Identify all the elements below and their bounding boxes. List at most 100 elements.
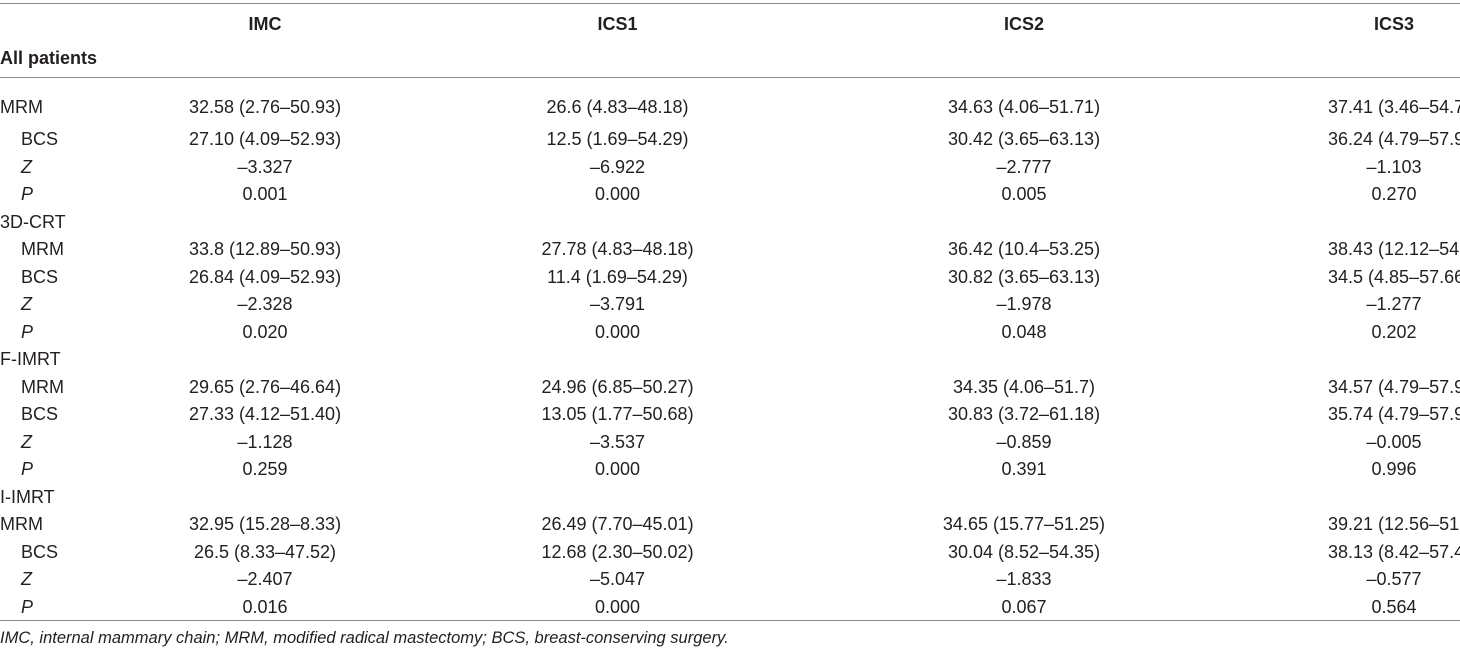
table-cell: 29.65 (2.76–46.64) xyxy=(188,376,342,397)
table-row: BCS 26.5 (8.33–47.52) 12.68 (2.30–50.02) 30… xyxy=(0,539,1460,567)
table-cell: 38.13 (8.42–57.46) xyxy=(1328,541,1460,562)
table-cell: 34.5 (4.85–57.66) xyxy=(1328,266,1460,287)
table-row: P 0.001 0.000 0.005 0.270 xyxy=(0,181,1460,209)
row-label: I-IMRT xyxy=(0,486,55,507)
table-cell: 0.016 xyxy=(242,596,288,617)
table-row: MRM 32.95 (15.28–8.33) 26.49 (7.70–45.01) 3… xyxy=(0,511,1460,539)
table-cell: 38.43 (12.12–54.7) xyxy=(1328,239,1460,260)
table-row: BCS 27.33 (4.12–51.40) 13.05 (1.77–50.68) 3… xyxy=(0,401,1460,429)
table-cell xyxy=(95,484,415,512)
row-label: MRM xyxy=(21,376,64,397)
row-label: BCS xyxy=(21,541,59,562)
header-corner xyxy=(0,0,95,48)
table-row: Z –2.407 –5.047 –1.833 –0.577 xyxy=(0,566,1460,594)
row-label: BCS xyxy=(21,404,59,425)
table-row: BCS 26.84 (4.09–52.93) 11.4 (1.69–54.29) 30… xyxy=(0,264,1460,292)
table-cell: 0.000 xyxy=(594,596,641,617)
table-row: Z –2.328 –3.791 –1.978 –1.277 xyxy=(0,291,1460,319)
row-label: Z xyxy=(21,569,32,590)
column-header-ics1: ICS1 xyxy=(597,13,638,34)
table-row: P 0.016 0.000 0.067 0.564 xyxy=(0,594,1460,622)
table-cell xyxy=(780,209,1118,237)
table-cell: 34.57 (4.79–57.91) xyxy=(1328,376,1460,397)
table-footnote: IMC, internal mammary chain; MRM, modifi… xyxy=(0,629,729,647)
table-cell: 13.05 (1.77–50.68) xyxy=(541,404,694,425)
table-row: BCS 27.10 (4.09–52.93) 12.5 (1.69–54.29) 30… xyxy=(0,126,1460,154)
row-label: MRM xyxy=(0,514,43,535)
row-label: MRM xyxy=(21,239,64,260)
top-rule xyxy=(0,3,1460,4)
table-cell: –0.577 xyxy=(1366,569,1422,590)
table-cell: 26.6 (4.83–48.18) xyxy=(546,97,689,117)
table-cell: 37.41 (3.46–54.7) xyxy=(1328,97,1460,117)
table-cell: 0.996 xyxy=(1371,459,1417,480)
row-label: Z xyxy=(21,156,32,177)
table-cell xyxy=(1118,484,1460,512)
table-cell: 0.020 xyxy=(242,321,288,342)
row-label: 3D-CRT xyxy=(0,211,66,232)
table-cell: 0.270 xyxy=(1371,184,1417,205)
table-cell: 0.000 xyxy=(594,321,641,342)
table-cell xyxy=(415,209,780,237)
table-row: MRM 33.8 (12.89–50.93) 27.78 (4.83–48.18) 3… xyxy=(0,236,1460,264)
table-cell: 30.82 (3.65–63.13) xyxy=(947,266,1101,287)
row-label: P xyxy=(21,596,34,617)
table-cell: 35.74 (4.79–57.91) xyxy=(1328,404,1460,425)
table-row: Z –3.327 –6.922 –2.777 –1.103 xyxy=(0,154,1460,182)
table-cell: 26.84 (4.09–52.93) xyxy=(188,266,342,287)
table-cell: –1.128 xyxy=(237,431,293,452)
group-label-all-patients: All patients xyxy=(0,48,98,68)
table-cell: 33.8 (12.89–50.93) xyxy=(188,239,342,260)
column-header-ics2: ICS2 xyxy=(1003,13,1045,34)
table-cell: 36.24 (4.79–57.91) xyxy=(1328,129,1460,150)
table-cell: –2.407 xyxy=(237,569,293,590)
table-body: MRM 32.58 (2.76–50.93) 26.6 (4.83–48.18) 34… xyxy=(0,78,1460,621)
table-cell: –5.047 xyxy=(589,569,646,590)
row-label: BCS xyxy=(21,129,59,150)
table-cell: 0.005 xyxy=(1001,184,1047,205)
data-table: IMC ICS1 ICS2 ICS3 All patients MRM 32.58… xyxy=(0,0,1460,621)
table-cell: 0.202 xyxy=(1371,321,1417,342)
row-label: F-IMRT xyxy=(0,349,61,370)
table-cell: 0.000 xyxy=(594,459,641,480)
table-cell: 39.21 (12.56–51.79) xyxy=(1328,514,1460,535)
table-cell: 0.259 xyxy=(242,459,288,480)
table-cell: 12.5 (1.69–54.29) xyxy=(546,129,689,150)
table-cell xyxy=(1118,209,1460,237)
table-cell: –3.537 xyxy=(589,431,646,452)
table-cell: –1.978 xyxy=(996,294,1052,315)
table-cell: 30.04 (8.52–54.35) xyxy=(947,541,1101,562)
table-cell: –1.277 xyxy=(1366,294,1422,315)
table-cell: 27.78 (4.83–48.18) xyxy=(541,239,694,260)
header-rule xyxy=(0,77,1460,78)
table-cell: 0.067 xyxy=(1001,596,1047,617)
table-row: MRM 29.65 (2.76–46.64) 24.96 (6.85–50.27) 3… xyxy=(0,374,1460,402)
table-cell: 34.35 (4.06–51.7) xyxy=(952,376,1096,397)
column-header-ics3: ICS3 xyxy=(1373,13,1415,34)
table-row: I-IMRT xyxy=(0,484,1460,512)
table-cell: –0.005 xyxy=(1366,431,1422,452)
table-cell: –6.922 xyxy=(589,156,646,177)
table-row: F-IMRT xyxy=(0,346,1460,374)
table-cell: –1.833 xyxy=(996,569,1052,590)
table-cell: 0.564 xyxy=(1371,596,1417,617)
table-cell: 0.001 xyxy=(242,184,288,205)
table-cell: –0.859 xyxy=(996,431,1052,452)
table-row: Z –1.128 –3.537 –0.859 –0.005 xyxy=(0,429,1460,457)
row-label: MRM xyxy=(0,97,43,117)
table-row: P 0.259 0.000 0.391 0.996 xyxy=(0,456,1460,484)
table-cell: 36.42 (10.4–53.25) xyxy=(947,239,1101,260)
table-cell: 0.000 xyxy=(594,184,641,205)
table-cell: 27.33 (4.12–51.40) xyxy=(188,404,342,425)
table-cell xyxy=(415,484,780,512)
row-label: P xyxy=(21,459,34,480)
table-cell xyxy=(95,209,415,237)
table-row: 3D-CRT xyxy=(0,209,1460,237)
column-header-imc: IMC xyxy=(248,13,282,34)
table-cell: 32.58 (2.76–50.93) xyxy=(188,97,342,117)
table-cell xyxy=(95,346,415,374)
row-label: Z xyxy=(21,431,32,452)
table-cell: –3.791 xyxy=(589,294,646,315)
row-label: Z xyxy=(21,294,32,315)
